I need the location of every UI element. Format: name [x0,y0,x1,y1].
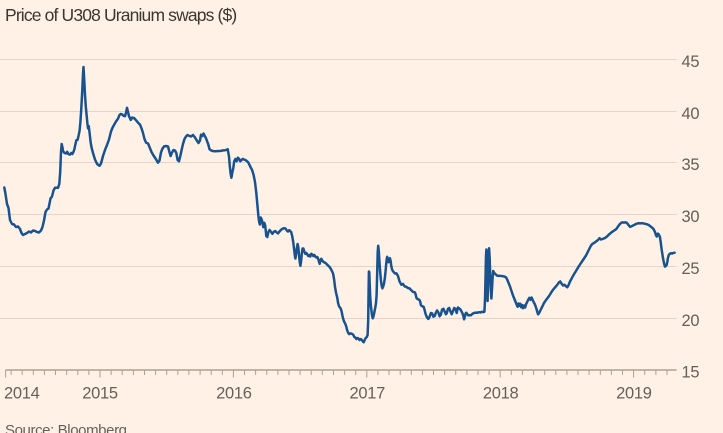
svg-text:2015: 2015 [82,385,118,403]
svg-text:40: 40 [682,105,700,123]
svg-text:45: 45 [682,53,700,71]
svg-text:2014: 2014 [4,385,40,403]
svg-text:25: 25 [682,260,700,278]
svg-text:2018: 2018 [483,385,519,403]
svg-text:35: 35 [682,156,700,174]
svg-text:2016: 2016 [216,385,252,403]
svg-text:15: 15 [682,364,700,382]
svg-text:30: 30 [682,208,700,226]
svg-text:20: 20 [682,312,700,330]
svg-text:2019: 2019 [616,385,652,403]
svg-text:2017: 2017 [350,385,386,403]
